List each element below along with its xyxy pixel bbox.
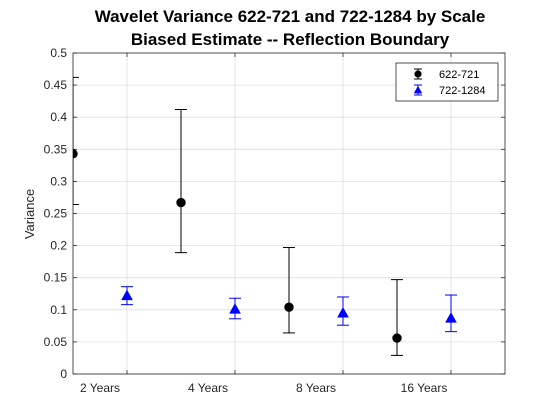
y-tick-label: 0.5: [50, 46, 67, 60]
y-tick-label: 0.35: [44, 142, 68, 156]
data-point: [176, 197, 186, 208]
legend-marker: [414, 70, 422, 78]
data-layer: [73, 76, 457, 356]
x-tick-label: 8 Years: [296, 381, 336, 395]
y-tick-label: 0.45: [44, 78, 68, 92]
y-tick-label: 0.4: [50, 110, 67, 124]
data-point: [445, 312, 457, 323]
y-tick-label: 0.2: [50, 239, 67, 253]
chart-title-line-1: Wavelet Variance 622-721 and 722-1284 by…: [95, 7, 486, 26]
y-axis-label: Variance: [22, 189, 37, 239]
data-point: [121, 289, 133, 301]
y-tick-label: 0.15: [44, 271, 68, 285]
y-tick-label: 0.25: [44, 207, 68, 221]
data-point: [73, 149, 78, 159]
x-tick-label: 4 Years: [188, 381, 228, 395]
series-722-1284: [121, 286, 457, 333]
legend-label: 722-1284: [439, 85, 486, 97]
legend-marker: [413, 85, 423, 94]
x-tick-label: 16 Years: [401, 381, 448, 395]
legend: 622-721 722-1284: [395, 62, 499, 102]
data-point: [229, 303, 241, 314]
y-tick-label: 0.3: [50, 174, 67, 188]
chart-title-line-2: Biased Estimate -- Reflection Boundary: [131, 30, 450, 49]
x-tick-label: 2 Years: [80, 381, 120, 395]
series-622-721: [73, 76, 403, 356]
legend-label: 622-721: [439, 69, 479, 81]
y-tick-label: 0.05: [44, 335, 68, 349]
data-point: [337, 306, 349, 318]
y-tick-label: 0: [60, 367, 67, 381]
y-tick-label: 0.1: [50, 303, 67, 317]
data-point: [284, 302, 294, 312]
data-point: [392, 333, 402, 343]
legend-box: [395, 62, 499, 102]
